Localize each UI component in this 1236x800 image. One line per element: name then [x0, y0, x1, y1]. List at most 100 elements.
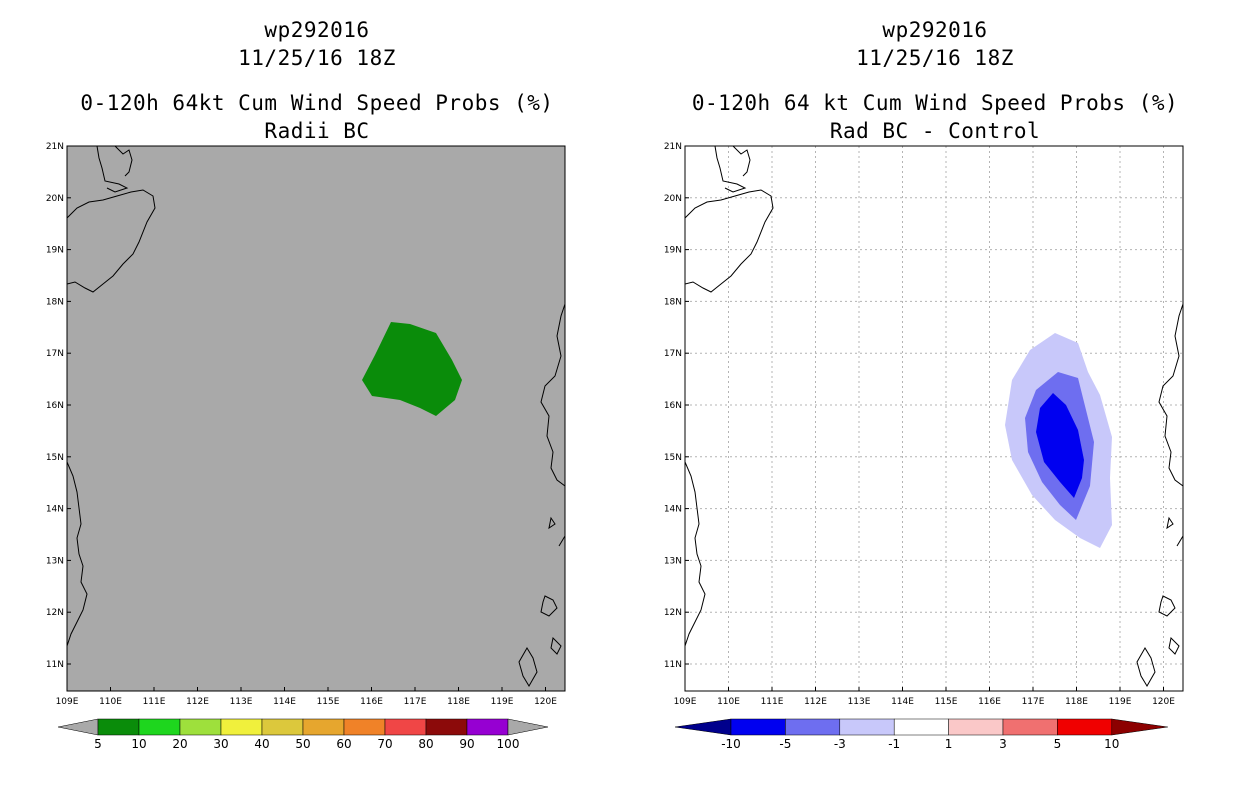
right-colorbar-swatch: [730, 718, 786, 736]
right-lon-label: 116E: [978, 697, 1001, 707]
left-map-frame: [66, 145, 566, 692]
left-probability-region: [362, 322, 462, 416]
left-colorbar-label: 70: [377, 737, 392, 751]
right-colorbar-swatch: [1002, 718, 1058, 736]
right-colorbar-label: -10: [721, 737, 741, 751]
right-lat-label: 19N: [664, 246, 682, 256]
left-colorbar-swatch: [97, 718, 140, 736]
left-map-background: [67, 146, 565, 691]
right-colorbar-low-arrow: [674, 718, 732, 736]
left-colorbar-swatch: [384, 718, 427, 736]
right-contour-minus5: [1036, 393, 1084, 498]
right-colorbar-label: -1: [888, 737, 900, 751]
right-lat-label: 17N: [664, 349, 682, 359]
left-title-product: 0-120h 64kt Cum Wind Speed Probs (%): [80, 91, 554, 115]
left-colorbar-swatch: [302, 718, 345, 736]
right-lon-label: 118E: [1065, 697, 1088, 707]
right-lat-label: 15N: [664, 453, 682, 463]
right-colorbar-label: 3: [999, 737, 1007, 751]
right-lat-label: 12N: [664, 608, 682, 618]
left-colorbar-label: 100: [497, 737, 520, 751]
left-colorbar-swatch: [425, 718, 468, 736]
left-lat-label: 16N: [46, 401, 64, 411]
right-lon-label: 109E: [674, 697, 697, 707]
left-colorbar-label: 60: [336, 737, 351, 751]
right-lon-label: 111E: [761, 697, 784, 707]
right-map-frame: [684, 145, 1184, 692]
right-title-product: 0-120h 64 kt Cum Wind Speed Probs (%): [691, 91, 1179, 115]
right-colorbar-label: 1: [945, 737, 953, 751]
left-lon-label: 113E: [230, 697, 253, 707]
left-lon-label: 119E: [491, 697, 514, 707]
right-title-subtitle: Rad BC - Control: [829, 119, 1041, 143]
right-lon-label: 110E: [717, 697, 740, 707]
left-lon-label: 117E: [404, 697, 427, 707]
right-map-panel: 109E 110E 111E 112E 113E 114E 115E 116E 117E 118E…: [664, 142, 1184, 707]
left-lon-label: 120E: [534, 697, 557, 707]
right-lat-label: 16N: [664, 401, 682, 411]
left-colorbar-swatch: [466, 718, 509, 736]
right-title-date: 11/25/16 18Z: [856, 46, 1014, 70]
right-lat-label: 13N: [664, 556, 682, 566]
left-lat-label: 15N: [46, 453, 64, 463]
right-lat-label: 11N: [664, 660, 682, 670]
right-colorbar-label: 10: [1104, 737, 1119, 751]
left-lat-label: 21N: [46, 142, 64, 152]
right-colorbar: -10 -5 -3 -1 1 3 5 10: [674, 718, 1168, 751]
right-colorbar-swatch: [1057, 718, 1113, 736]
left-lon-label: 114E: [273, 697, 296, 707]
left-colorbar-low-arrow: [57, 718, 99, 736]
right-title-storm-id: wp292016: [882, 18, 988, 42]
left-colorbar-label: 50: [295, 737, 310, 751]
right-lon-label: 115E: [935, 697, 958, 707]
left-title-subtitle: Radii BC: [264, 119, 370, 143]
left-lat-label: 19N: [46, 246, 64, 256]
right-map-background: [685, 146, 1183, 691]
right-lon-label: 119E: [1109, 697, 1132, 707]
left-lon-label: 116E: [360, 697, 383, 707]
left-colorbar-swatch: [343, 718, 386, 736]
left-title-date: 11/25/16 18Z: [238, 46, 396, 70]
right-lat-label: 20N: [664, 194, 682, 204]
left-lat-label: 17N: [46, 349, 64, 359]
left-coastline: [67, 146, 565, 687]
left-colorbar-label: 20: [172, 737, 187, 751]
right-colorbar-label: 5: [1054, 737, 1062, 751]
right-colorbar-swatch: [839, 718, 895, 736]
left-colorbar-label: 90: [459, 737, 474, 751]
left-lon-label: 110E: [99, 697, 122, 707]
left-colorbar-label: 40: [254, 737, 269, 751]
left-colorbar-label: 30: [213, 737, 228, 751]
right-colorbar-label: -5: [779, 737, 791, 751]
right-lon-label: 120E: [1152, 697, 1175, 707]
left-colorbar: 5 10 20 30 40 50 60 70 80 90 100: [57, 718, 549, 751]
left-lon-label: 118E: [447, 697, 470, 707]
right-colorbar-label: -3: [834, 737, 846, 751]
left-lat-label: 20N: [46, 194, 64, 204]
left-lat-label: 11N: [46, 660, 64, 670]
left-title-storm-id: wp292016: [264, 18, 370, 42]
right-colorbar-swatch: [785, 718, 841, 736]
left-lon-label: 111E: [143, 697, 166, 707]
left-lat-label: 12N: [46, 608, 64, 618]
left-lon-label: 109E: [56, 697, 79, 707]
left-colorbar-label: 5: [94, 737, 102, 751]
right-colorbar-swatch: [893, 718, 949, 736]
right-lat-label: 14N: [664, 505, 682, 515]
left-colorbar-swatch: [220, 718, 263, 736]
right-colorbar-high-arrow: [1111, 718, 1168, 736]
left-lat-label: 13N: [46, 556, 64, 566]
left-axis-ticks: 109E 110E 111E 112E 113E 114E 115E 116E 117E 118E…: [46, 142, 557, 707]
right-axis-ticks: 109E 110E 111E 112E 113E 114E 115E 116E 117E 118E…: [664, 142, 1175, 707]
right-coastline: [685, 146, 1183, 687]
left-lon-label: 112E: [186, 697, 209, 707]
right-lat-label: 18N: [664, 297, 682, 307]
left-lon-label: 115E: [317, 697, 340, 707]
left-map-panel: 109E 110E 111E 112E 113E 114E 115E 116E 117E 118E…: [46, 142, 566, 707]
right-lon-label: 117E: [1022, 697, 1045, 707]
right-lon-label: 113E: [848, 697, 871, 707]
right-lon-label: 114E: [891, 697, 914, 707]
left-colorbar-swatch: [138, 718, 181, 736]
left-colorbar-label: 80: [418, 737, 433, 751]
